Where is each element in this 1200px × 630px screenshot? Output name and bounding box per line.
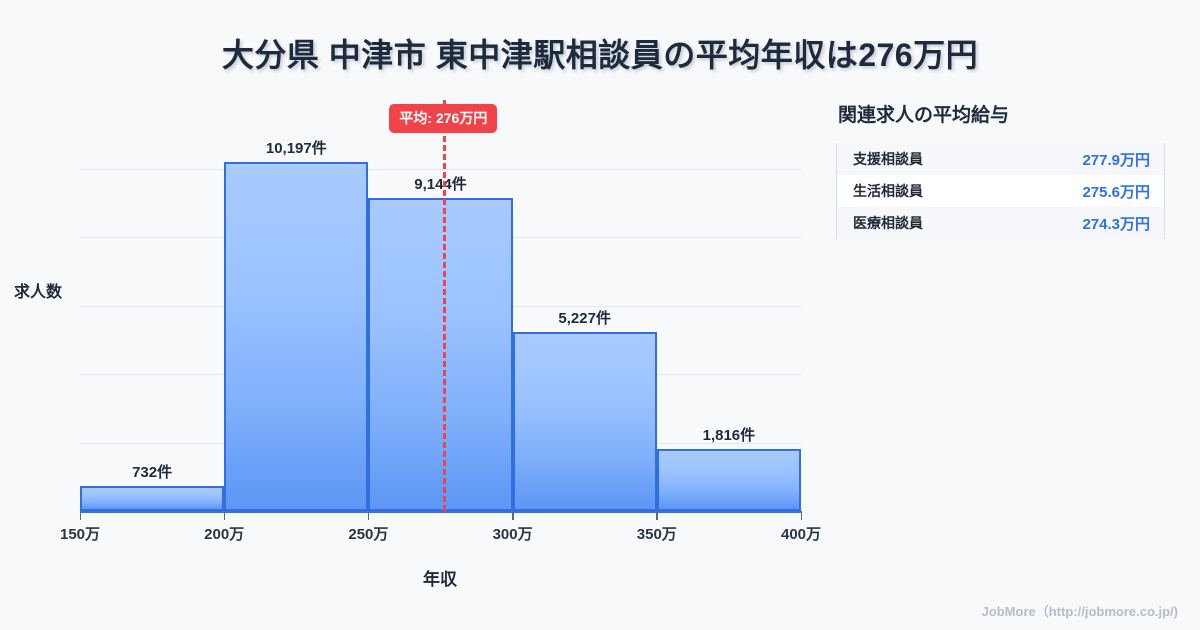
histogram-bar	[368, 197, 513, 511]
gridline	[80, 168, 801, 170]
x-axis-tick	[800, 511, 802, 520]
x-axis-tick	[656, 511, 658, 520]
x-axis-tick	[223, 511, 226, 520]
x-axis-tick-label: 200万	[204, 526, 245, 543]
related-salary-job-name: 支援相談員	[853, 151, 923, 167]
average-badge: 平均: 276万円	[389, 104, 498, 133]
histogram-bar	[224, 161, 369, 511]
related-salary-value: 277.9万円	[1082, 151, 1150, 169]
histogram-bar	[80, 485, 225, 511]
related-salary-row[interactable]: 医療相談員 274.3万円	[837, 207, 1164, 239]
histogram-bar	[656, 448, 801, 511]
bar-value-label: 10,197件	[265, 139, 327, 157]
related-salary-heading: 関連求人の平均給与	[838, 105, 1010, 126]
x-axis-tick-label: 250万	[348, 526, 389, 543]
average-line	[443, 100, 447, 511]
related-salary-row[interactable]: 生活相談員 275.6万円	[837, 175, 1164, 207]
x-axis-tick-label: 150万	[59, 526, 101, 543]
bar-value-label: 1,816件	[702, 426, 756, 444]
x-axis-tick	[367, 511, 370, 520]
related-salary-row[interactable]: 支援相談員 277.9万円	[837, 143, 1164, 175]
x-axis-tick-label: 300万	[492, 526, 533, 543]
related-salary-value: 275.6万円	[1082, 183, 1150, 201]
related-salary-table: 支援相談員 277.9万円生活相談員 275.6万円医療相談員 274.3万円	[836, 143, 1165, 239]
x-axis-title: 年収	[423, 570, 457, 589]
bar-value-label: 5,227件	[558, 309, 611, 327]
histogram-bar	[512, 331, 657, 511]
related-salary-job-name: 生活相談員	[853, 183, 923, 199]
bar-value-label: 9,144件	[414, 175, 467, 193]
x-axis-tick	[79, 511, 81, 520]
x-axis-line	[80, 511, 801, 513]
histogram-chart: 求人数 年収 732件 10,197件 9,144件 5,227件 1,816件 150…	[14, 100, 822, 589]
y-axis-title: 求人数	[14, 284, 63, 301]
x-axis-tick	[512, 511, 514, 520]
related-salary-job-name: 医療相談員	[853, 215, 923, 231]
x-axis-tick-label: 400万	[780, 526, 822, 543]
related-salary-panel: 関連求人の平均給与 支援相談員 277.9万円生活相談員 275.6万円医療相談員 2…	[836, 100, 1166, 239]
related-salary-value: 274.3万円	[1082, 215, 1150, 233]
bar-value-label: 732件	[132, 463, 173, 481]
x-axis-tick-label: 350万	[636, 526, 677, 543]
page-title: 大分県 中津市 東中津駅相談員の平均年収は276万円	[221, 37, 979, 73]
source-credit: JobMore（http://jobmore.co.jp/)	[981, 604, 1178, 619]
